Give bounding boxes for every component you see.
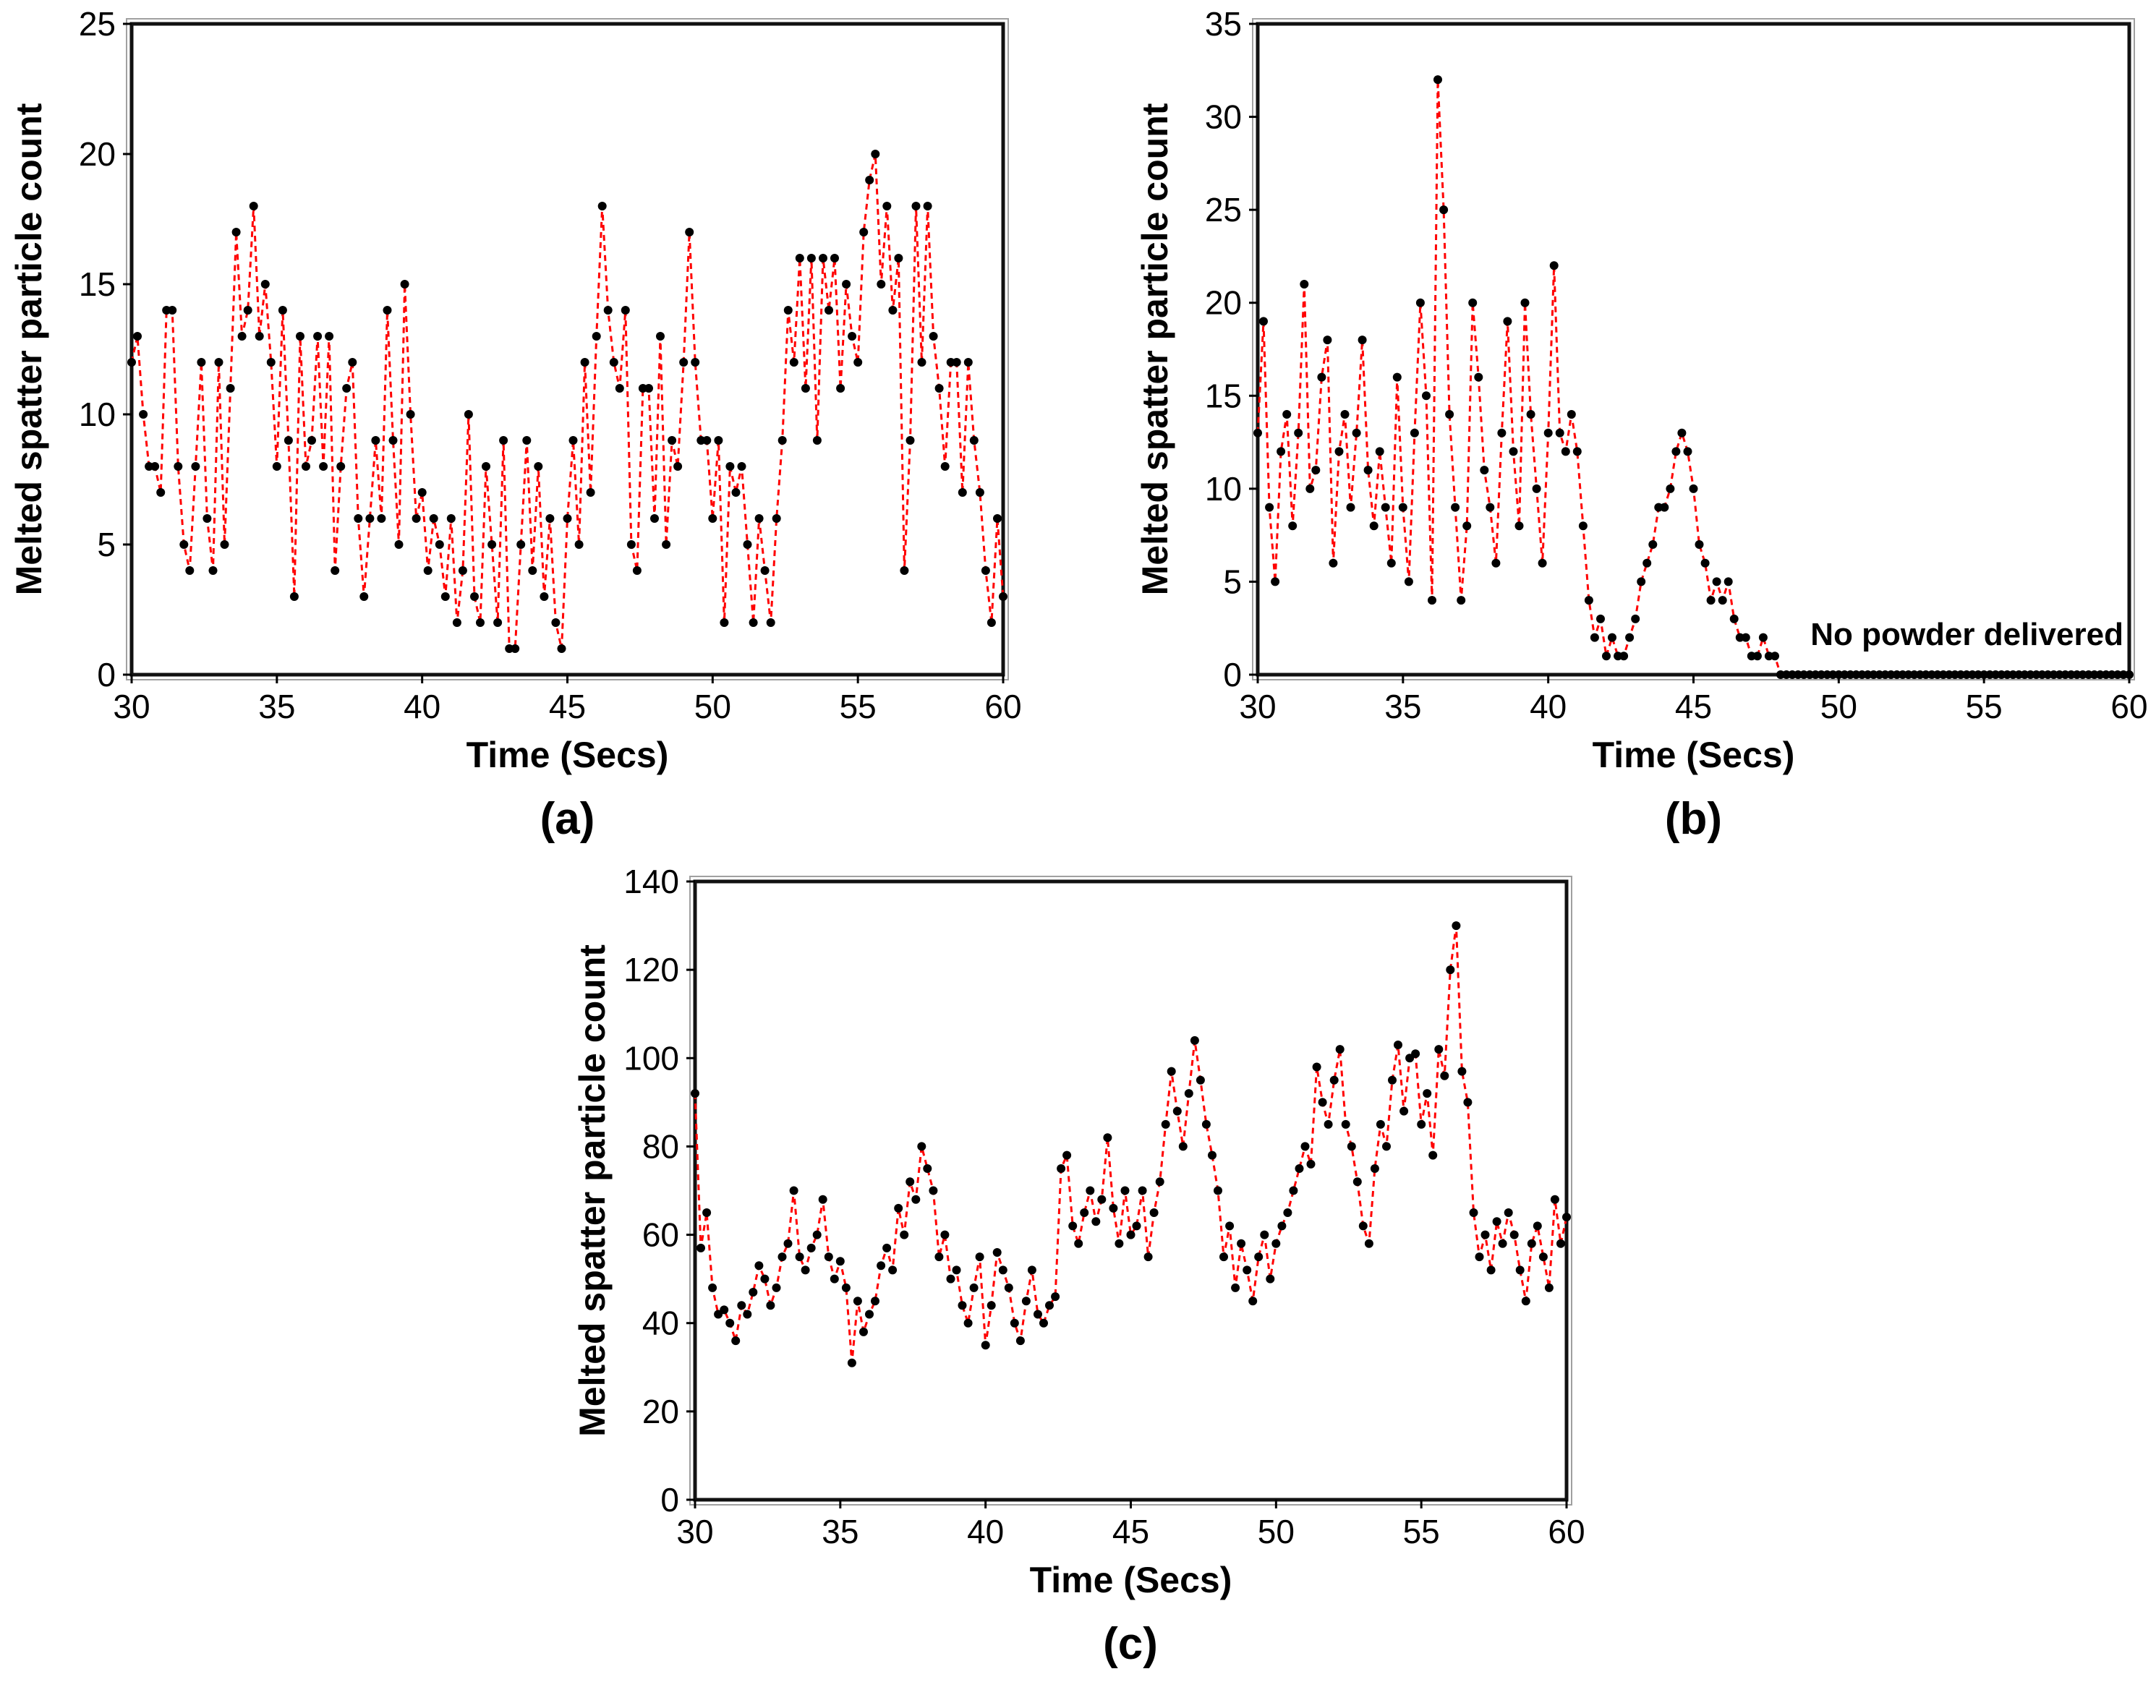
- chart-c-caption: (c): [1103, 1619, 1158, 1669]
- svg-text:35: 35: [258, 688, 295, 725]
- svg-text:0: 0: [660, 1481, 679, 1519]
- svg-text:140: 140: [623, 863, 679, 900]
- svg-text:40: 40: [404, 688, 440, 725]
- svg-text:Melted spatter particle count: Melted spatter particle count: [572, 944, 613, 1437]
- svg-text:No powder delivered: No powder delivered: [1810, 617, 2123, 652]
- svg-text:Time (Secs): Time (Secs): [1593, 735, 1795, 775]
- chart-c-plot: 0 20 40 60 80 100 120 140 30 35 40 45 50 55 60 Melted s…: [572, 863, 1585, 1600]
- chart-a-block: 0 5 10 15 20 25 30 35 40 45 50 55 60 Melted spatter p…: [9, 6, 1021, 845]
- svg-text:40: 40: [967, 1513, 1004, 1550]
- svg-text:80: 80: [642, 1127, 678, 1165]
- chart-b-plot: 0 5 10 15 20 25 30 35 30 35 40 45 50 55 60 No powder de…: [1135, 6, 2147, 775]
- svg-text:55: 55: [1402, 1513, 1439, 1550]
- svg-text:0: 0: [1223, 656, 1242, 693]
- chart-c-block: 0 20 40 60 80 100 120 140 30 35 40 45 50 55 60 Melted s…: [572, 863, 1585, 1670]
- svg-text:10: 10: [1205, 470, 1242, 508]
- svg-text:20: 20: [79, 135, 116, 173]
- svg-text:Melted spatter particle count: Melted spatter particle count: [1135, 103, 1175, 595]
- svg-text:60: 60: [1548, 1513, 1585, 1550]
- svg-text:45: 45: [1112, 1513, 1149, 1550]
- svg-text:15: 15: [79, 265, 116, 303]
- svg-text:30: 30: [1239, 688, 1276, 725]
- svg-text:20: 20: [642, 1393, 678, 1430]
- chart-b-block: 0 5 10 15 20 25 30 35 30 35 40 45 50 55 60 No powder de…: [1135, 6, 2147, 845]
- svg-text:25: 25: [79, 6, 116, 43]
- svg-text:45: 45: [549, 688, 586, 725]
- svg-text:30: 30: [1205, 98, 1242, 136]
- svg-text:50: 50: [1257, 1513, 1294, 1550]
- svg-text:30: 30: [113, 688, 150, 725]
- svg-text:60: 60: [984, 688, 1021, 725]
- svg-text:35: 35: [1384, 688, 1421, 725]
- svg-text:35: 35: [1205, 6, 1242, 43]
- top-chart-row: 0 5 10 15 20 25 30 35 40 45 50 55 60 Melted spatter p…: [9, 6, 2147, 845]
- svg-text:120: 120: [623, 951, 679, 988]
- svg-text:Time (Secs): Time (Secs): [466, 735, 669, 775]
- chart-b-caption: (b): [1664, 794, 1723, 844]
- svg-text:0: 0: [97, 656, 116, 693]
- svg-text:5: 5: [1223, 563, 1242, 600]
- svg-text:25: 25: [1205, 191, 1242, 229]
- svg-text:40: 40: [642, 1305, 678, 1342]
- chart-a-plot: 0 5 10 15 20 25 30 35 40 45 50 55 60 Melted spatter p…: [9, 6, 1021, 775]
- svg-text:35: 35: [822, 1513, 858, 1550]
- svg-text:60: 60: [642, 1216, 678, 1254]
- svg-text:Melted spatter particle count: Melted spatter particle count: [9, 103, 49, 595]
- chart-a-caption: (a): [540, 794, 595, 844]
- svg-text:40: 40: [1530, 688, 1567, 725]
- svg-text:50: 50: [1820, 688, 1857, 725]
- svg-text:15: 15: [1205, 377, 1242, 414]
- bottom-chart-row: 0 20 40 60 80 100 120 140 30 35 40 45 50 55 60 Melted s…: [9, 863, 2147, 1670]
- svg-text:Time (Secs): Time (Secs): [1029, 1560, 1232, 1600]
- svg-text:100: 100: [623, 1039, 679, 1077]
- svg-text:50: 50: [694, 688, 731, 725]
- svg-text:45: 45: [1675, 688, 1712, 725]
- svg-text:60: 60: [2110, 688, 2147, 725]
- svg-text:55: 55: [1966, 688, 2003, 725]
- svg-text:30: 30: [676, 1513, 713, 1550]
- svg-text:10: 10: [79, 396, 116, 433]
- svg-text:5: 5: [97, 526, 116, 563]
- svg-text:20: 20: [1205, 284, 1242, 322]
- svg-text:55: 55: [840, 688, 877, 725]
